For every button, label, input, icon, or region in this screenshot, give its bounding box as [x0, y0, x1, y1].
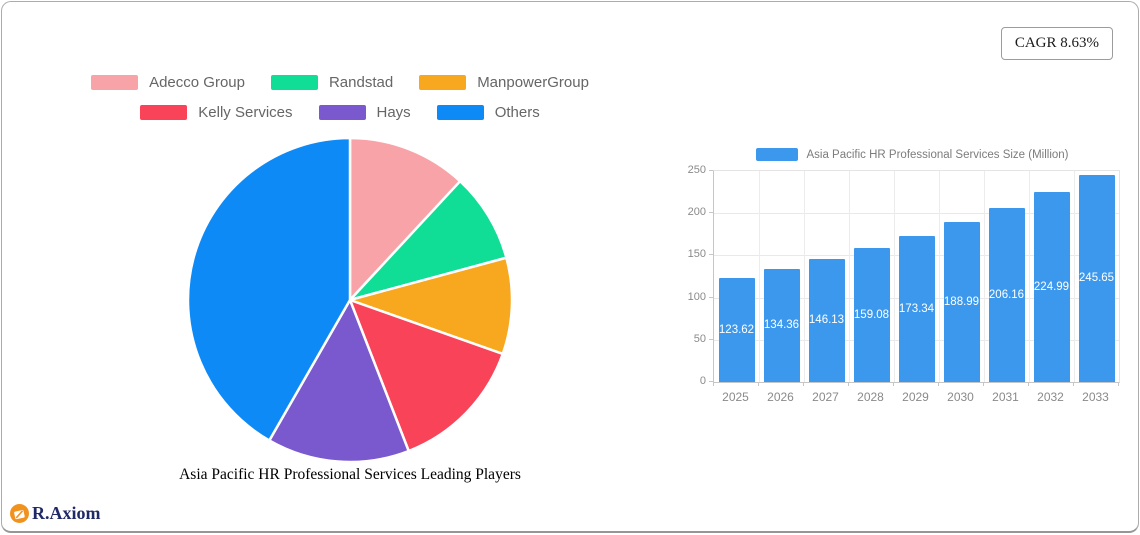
bar-2025: 123.62 [718, 277, 755, 382]
bar-value-label: 224.99 [1033, 281, 1070, 294]
bar-value-label: 173.34 [898, 302, 935, 315]
x-axis-tick [758, 382, 759, 386]
bar-value-label: 188.99 [943, 296, 980, 309]
x-axis-tick [713, 382, 714, 386]
legend-swatch [91, 75, 139, 90]
legend-swatch [270, 75, 318, 90]
bar-2029: 173.34 [898, 235, 935, 382]
x-axis-tick [1073, 382, 1074, 386]
brand-logo: R.Axiom [10, 503, 101, 524]
brand-icon [10, 504, 29, 523]
pie-legend-item-kelly-services[interactable]: Kelly Services [140, 104, 293, 121]
legend-swatch [419, 75, 467, 90]
bar-value-label: 206.16 [988, 288, 1025, 301]
y-axis-tick [709, 381, 713, 382]
pie-legend-item-adecco-group[interactable]: Adecco Group [91, 74, 245, 91]
pie-legend-item-others[interactable]: Others [436, 104, 540, 121]
pie-slice-adecco-group [348, 136, 462, 302]
bar-2028: 159.08 [853, 247, 890, 382]
pie-legend-item-manpowergroup[interactable]: ManpowerGroup [419, 74, 589, 91]
gridline [714, 213, 1119, 215]
y-axis-tick [709, 296, 713, 298]
gridline [849, 171, 850, 382]
y-axis-tick [709, 254, 713, 256]
y-axis-label: 250 [687, 164, 706, 176]
bar-legend-swatch [756, 148, 799, 161]
legend-label: Kelly Services [198, 104, 293, 121]
y-axis-tick [709, 212, 713, 214]
pie-chart [186, 136, 514, 464]
gridline [804, 171, 805, 382]
pie-slice-kelly-services [348, 298, 505, 453]
x-axis-label: 2030 [947, 390, 974, 404]
pie-slice-manpowergroup [348, 256, 514, 356]
cagr-badge: CAGR 8.63% [1000, 27, 1113, 60]
brand-name: R.Axiom [32, 503, 101, 523]
x-axis-label: 2025 [722, 390, 749, 404]
x-axis-label: 2028 [857, 390, 884, 404]
bar-value-label: 245.65 [1078, 272, 1115, 285]
x-axis-tick [893, 382, 894, 386]
x-axis-tick [803, 382, 804, 386]
pie-legend-item-randstad[interactable]: Randstad [270, 74, 394, 91]
gridline [759, 171, 760, 382]
bar-legend-item[interactable]: Asia Pacific HR Professional Services Si… [690, 148, 1135, 161]
bar-value-label: 146.13 [808, 314, 845, 327]
gridline [984, 171, 985, 382]
legend-label: Hays [376, 104, 411, 121]
x-axis-tick [938, 382, 939, 386]
x-axis-tick [848, 382, 849, 386]
x-axis-tick [1028, 382, 1029, 386]
gridline [939, 171, 940, 382]
x-axis-label: 2033 [1082, 390, 1109, 404]
bar-chart: Asia Pacific HR Professional Services Si… [687, 140, 1135, 420]
pie-legend-item-hays[interactable]: Hays [318, 104, 411, 121]
x-axis-tick [983, 382, 984, 386]
gridline [1074, 171, 1075, 382]
bar-2033: 245.65 [1078, 174, 1115, 382]
bar-2031: 206.16 [988, 208, 1025, 382]
x-axis-label: 2029 [902, 390, 929, 404]
pie-title: Asia Pacific HR Professional Services Le… [179, 466, 521, 483]
legend-label: Adecco Group [149, 74, 245, 91]
y-axis-tick [709, 170, 713, 171]
x-axis-label: 2031 [992, 390, 1019, 404]
y-axis-label: 150 [687, 248, 706, 261]
y-axis-label: 0 [699, 375, 706, 387]
pie-slice-randstad [348, 179, 508, 302]
legend-label: Randstad [328, 74, 394, 91]
gridline [894, 171, 895, 382]
legend-swatch [140, 105, 188, 120]
y-axis-label: 100 [687, 290, 706, 303]
legend-swatch [318, 105, 366, 120]
pie-legend-row-1: Adecco Group Randstad ManpowerGroup [60, 74, 620, 91]
y-axis-label: 200 [687, 206, 706, 219]
bar-value-label: 159.08 [853, 308, 890, 321]
bar-value-label: 134.36 [763, 319, 800, 332]
pie-slice-others [186, 136, 352, 442]
bar-2032: 224.99 [1033, 192, 1070, 382]
bar-value-label: 123.62 [718, 323, 755, 336]
x-axis-label: 2032 [1037, 390, 1064, 404]
legend-label: ManpowerGroup [477, 74, 589, 91]
x-axis-tick [1118, 382, 1119, 386]
gridline [1029, 171, 1030, 382]
bar-legend-label: Asia Pacific HR Professional Services Si… [806, 148, 1069, 161]
pie-legend-row-2: Kelly Services Hays Others [60, 104, 620, 121]
y-axis-tick [709, 338, 713, 340]
x-axis-label: 2026 [767, 390, 794, 404]
bar-2030: 188.99 [943, 222, 980, 382]
x-axis-label: 2027 [812, 390, 839, 404]
bar-2027: 146.13 [808, 258, 845, 382]
pie-slice-hays [268, 298, 410, 464]
y-axis-label: 50 [693, 332, 706, 345]
legend-label: Others [494, 104, 540, 121]
bar-2026: 134.36 [763, 268, 800, 382]
pie-legend: Adecco Group Randstad ManpowerGroup Kelly … [60, 74, 620, 121]
legend-swatch [436, 105, 484, 120]
